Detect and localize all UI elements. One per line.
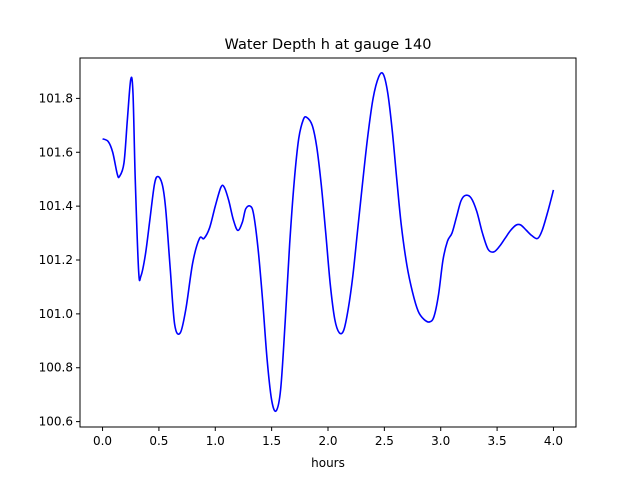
x-tick-label: 2.5 xyxy=(375,434,394,448)
chart-title: Water Depth h at gauge 140 xyxy=(225,37,432,53)
x-tick-label: 1.5 xyxy=(262,434,281,448)
x-tick-label: 0.5 xyxy=(149,434,168,448)
x-tick-label: 2.0 xyxy=(318,434,337,448)
y-tick-label: 101.0 xyxy=(39,307,73,321)
plot-area xyxy=(79,57,577,428)
x-tick-label: 1.0 xyxy=(206,434,225,448)
y-tick-label: 101.4 xyxy=(39,199,73,213)
x-tick-label: 4.0 xyxy=(544,434,563,448)
x-tick-label: 3.5 xyxy=(488,434,507,448)
y-tick-label: 100.8 xyxy=(39,361,73,375)
y-tick-label: 100.6 xyxy=(39,415,73,429)
y-tick-label: 101.6 xyxy=(39,145,73,159)
x-axis-label: hours xyxy=(311,456,345,470)
y-tick-label: 101.8 xyxy=(39,91,73,105)
x-axis: 0.0 0.5 1.0 1.5 2.0 2.5 3.0 3.5 4.0 xyxy=(93,427,563,448)
y-axis: 100.6 100.8 101.0 101.2 101.4 101.6 101.8 xyxy=(39,91,80,429)
y-tick-label: 101.2 xyxy=(39,253,73,267)
x-tick-label: 0.0 xyxy=(93,434,112,448)
series-line-depth xyxy=(102,71,555,413)
x-tick-label: 3.0 xyxy=(431,434,450,448)
